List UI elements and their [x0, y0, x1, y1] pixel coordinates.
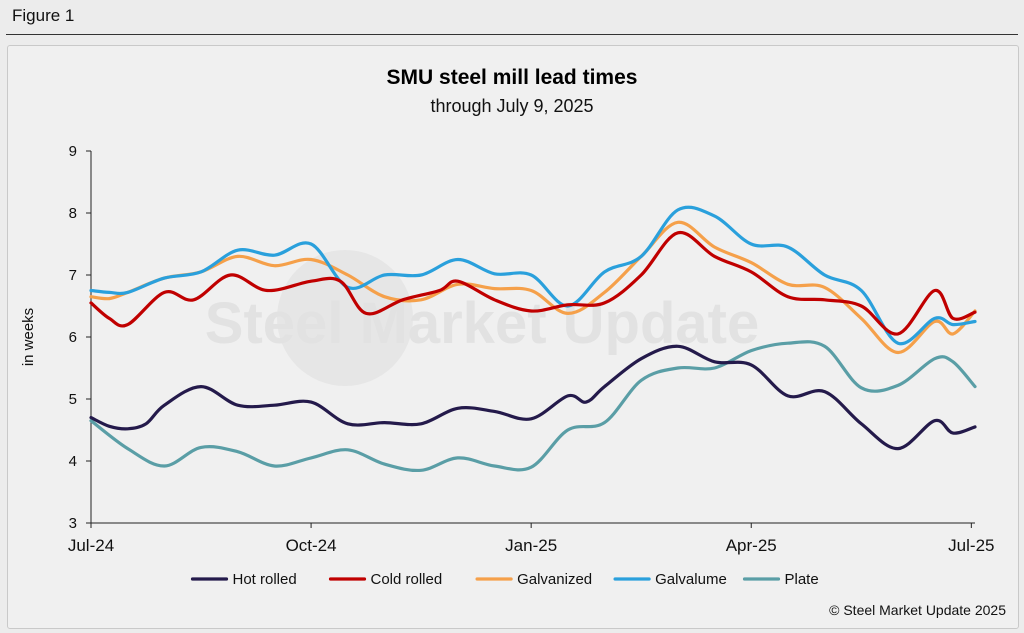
chart-title: SMU steel mill lead times [386, 66, 638, 89]
y-tick-label: 3 [69, 515, 77, 532]
y-tick-label: 6 [69, 329, 77, 346]
series-line-galvalume [89, 205, 977, 346]
y-tick-label: 4 [69, 453, 77, 470]
y-axis-label: in weeks [20, 308, 37, 366]
x-tick-label: Jul-25 [948, 536, 994, 555]
y-tick-label: 8 [69, 205, 77, 222]
x-tick-label: Oct-24 [286, 536, 337, 555]
x-tick-label: Apr-25 [726, 536, 777, 555]
series-line-cold-rolled [89, 231, 977, 336]
legend-label-plate: Plate [785, 571, 819, 588]
figure-divider [6, 34, 1018, 35]
legend-label-cold-rolled: Cold rolled [371, 571, 443, 588]
chart-panel [7, 45, 1019, 629]
y-tick-label: 9 [69, 143, 77, 160]
x-tick-label: Jul-24 [68, 536, 114, 555]
series-line-plate [89, 340, 977, 473]
y-tick-label: 7 [69, 267, 77, 284]
x-tick-label: Jan-25 [505, 536, 557, 555]
legend-label-hot-rolled: Hot rolled [233, 571, 297, 588]
chart-subtitle: through July 9, 2025 [430, 96, 594, 116]
watermark-logo-text: Steel Market Update [205, 291, 759, 356]
figure-label: Figure 1 [12, 6, 75, 25]
y-tick-label: 5 [69, 391, 77, 408]
watermark-logo-circle [277, 250, 413, 386]
legend-label-galvanized: Galvanized [517, 571, 592, 588]
series-line-hot-rolled [89, 344, 977, 451]
legend-label-galvalume: Galvalume [655, 571, 727, 588]
copyright-notice: © Steel Market Update 2025 [829, 602, 1006, 618]
